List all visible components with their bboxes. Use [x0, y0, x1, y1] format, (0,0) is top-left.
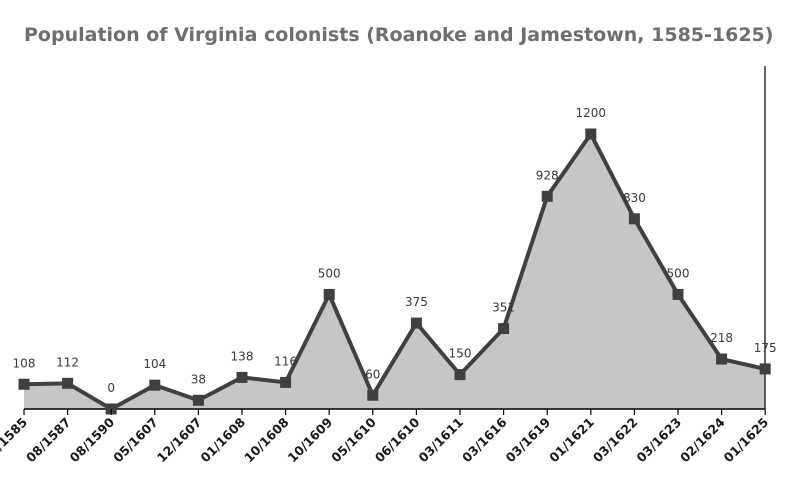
data-label: 108	[13, 356, 36, 370]
data-point-marker	[280, 376, 292, 388]
x-tick-label: 05/1610	[328, 414, 379, 465]
data-label: 1200	[576, 106, 607, 120]
x-tick-label: 03/1616	[459, 414, 510, 465]
data-label: 38	[191, 372, 206, 386]
data-point-marker	[672, 288, 684, 300]
x-tick-label: 08/1587	[23, 415, 74, 466]
data-point-marker	[18, 378, 30, 390]
data-point-marker	[541, 190, 553, 202]
data-label: 150	[449, 347, 472, 361]
data-label: 112	[56, 355, 79, 369]
data-label: 0	[107, 381, 115, 395]
data-point-marker	[236, 371, 248, 383]
tick-layer: 06/158508/158708/159005/160712/160701/16…	[0, 409, 771, 465]
chart-title: Population of Virginia colonists (Roanok…	[24, 24, 774, 46]
label-layer: 108 112 0 104 38 138 116 500 60 375 150 351 928 1200 8…	[13, 106, 777, 395]
x-tick-label: 08/1590	[67, 414, 118, 465]
area-layer	[24, 134, 766, 409]
x-tick-label: 10/1609	[285, 415, 336, 466]
data-label: 928	[536, 168, 559, 182]
data-point-marker	[585, 128, 597, 140]
data-label: 500	[667, 266, 690, 280]
x-tick-label: 03/1611	[415, 415, 466, 466]
data-label: 830	[623, 191, 646, 205]
x-tick-label: 03/1622	[590, 415, 641, 466]
data-point-marker	[454, 369, 466, 381]
data-point-marker	[716, 353, 728, 365]
x-tick-label: 03/1623	[633, 415, 684, 466]
x-tick-label: 02/1624	[677, 414, 728, 465]
data-point-marker	[410, 317, 422, 329]
x-tick-label: 06/1610	[372, 414, 423, 465]
data-label: 138	[231, 349, 254, 363]
data-label: 104	[143, 357, 166, 371]
data-point-marker	[759, 363, 771, 375]
x-tick-label: 01/1621	[546, 415, 597, 466]
x-tick-label: 12/1607	[154, 415, 205, 466]
x-tick-label: 05/1607	[110, 415, 161, 466]
x-tick-label: 01/1608	[197, 415, 248, 466]
data-label: 500	[318, 266, 341, 280]
x-tick-label: 10/1608	[241, 415, 292, 466]
data-label: 116	[274, 354, 297, 368]
axis-layer	[24, 66, 766, 410]
area-fill	[24, 134, 766, 409]
data-label: 375	[405, 295, 428, 309]
x-tick-label: 03/1619	[503, 415, 554, 466]
data-point-marker	[498, 323, 510, 335]
data-label: 218	[710, 331, 733, 345]
data-point-marker	[323, 288, 335, 300]
data-point-marker	[628, 213, 640, 225]
data-point-marker	[62, 377, 74, 389]
data-point-marker	[367, 389, 379, 401]
x-tick-label: 01/1625	[721, 415, 772, 466]
data-point-marker	[192, 394, 204, 406]
data-label: 175	[754, 341, 777, 355]
data-point-marker	[149, 379, 161, 391]
data-label: 60	[365, 367, 380, 381]
data-label: 351	[492, 301, 515, 315]
